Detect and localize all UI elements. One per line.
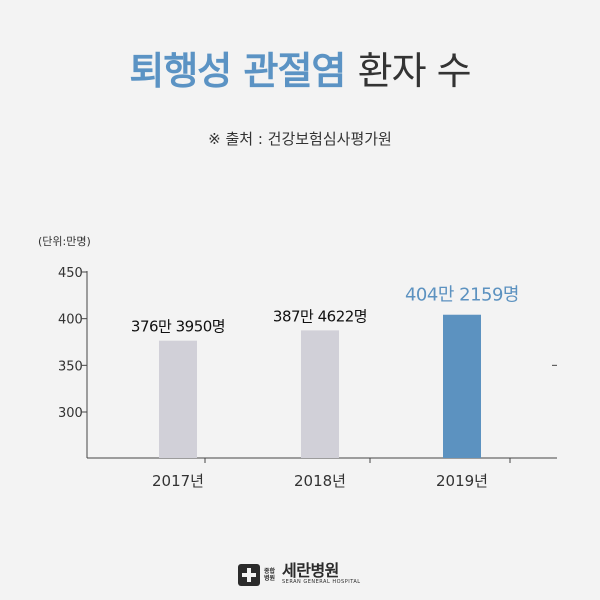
- logo-sub-text: 종합 병원: [264, 567, 276, 582]
- logo-name: 세란병원: [282, 561, 339, 580]
- y-tick-label: 350: [58, 359, 83, 374]
- bar-2017년: [159, 340, 197, 458]
- x-tick-label: 2019년: [436, 472, 488, 490]
- bar-2018년: [301, 330, 339, 458]
- source-note: ※ 출처 : 건강보험심사평가원: [208, 130, 392, 148]
- data-label: 387만 4622명: [273, 307, 367, 325]
- bar-2019년: [443, 314, 481, 458]
- x-tick-label: 2018년: [294, 472, 346, 490]
- cross-logo-icon: [238, 563, 260, 586]
- x-tick-label: 2017년: [152, 472, 204, 490]
- hospital-logo: 종합 병원 세란병원 SERAN GENERAL HOSPITAL: [238, 563, 361, 586]
- chart-title: 퇴행성 관절염 환자 수: [0, 52, 600, 90]
- data-label: 376만 3950명: [131, 318, 225, 336]
- logo-english-name: SERAN GENERAL HOSPITAL: [282, 579, 361, 585]
- title-highlight: 퇴행성 관절염: [129, 49, 346, 93]
- data-label: 404만 2159명: [405, 285, 519, 306]
- unit-label: (단위:만명): [38, 235, 91, 248]
- y-tick-label: 300: [58, 406, 83, 421]
- y-tick-label: 450: [58, 266, 83, 281]
- y-tick-label: 400: [58, 313, 83, 328]
- title-rest: 환자 수: [357, 49, 472, 93]
